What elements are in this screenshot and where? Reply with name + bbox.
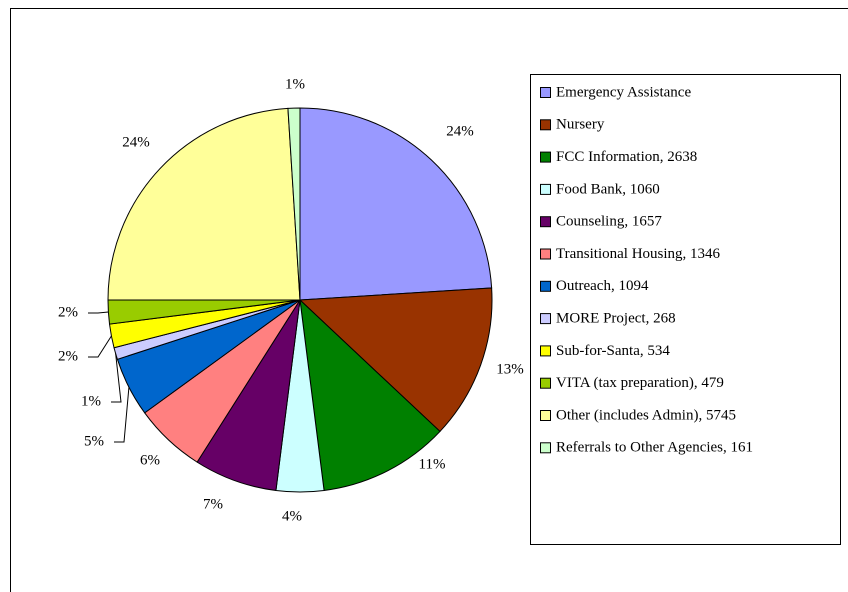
- legend-swatch: [540, 87, 551, 98]
- legend-box: [530, 74, 841, 545]
- legend-label: Other (includes Admin), 5745: [556, 407, 736, 423]
- leader-line: [111, 353, 122, 403]
- legend-swatch: [540, 119, 551, 131]
- data-label: 2%: [58, 348, 78, 364]
- legend-label: MORE Project, 268: [556, 311, 676, 327]
- legend-label: Nursery: [556, 117, 605, 133]
- data-label: 24%: [446, 123, 474, 139]
- legend-label: Referrals to Other Agencies, 161: [556, 440, 753, 456]
- data-label: 11%: [419, 456, 446, 472]
- pie-slice: [299, 298, 441, 492]
- leader-line: [114, 387, 130, 443]
- pie-slice: [107, 107, 301, 301]
- legend-swatch: [540, 442, 551, 454]
- legend-label: Counseling, 1657: [556, 214, 662, 230]
- legend-label: Food Bank, 1060: [556, 181, 660, 197]
- leader-line: [88, 311, 109, 314]
- legend-swatch: [540, 280, 551, 292]
- pie-slice: [287, 107, 301, 301]
- data-label: 7%: [203, 496, 223, 512]
- data-label: 2%: [58, 304, 78, 320]
- data-label: 1%: [285, 76, 305, 92]
- legend-swatch: [540, 345, 551, 357]
- legend-swatch: [540, 377, 551, 389]
- data-label: 1%: [81, 393, 101, 409]
- data-label: 6%: [140, 452, 160, 468]
- legend-label: Outreach, 1094: [556, 278, 649, 294]
- leader-line: [88, 335, 112, 358]
- legend-label: Sub-for-Santa, 534: [556, 343, 670, 359]
- legend-label: FCC Information, 2638: [556, 149, 697, 165]
- data-label: 24%: [122, 134, 150, 150]
- legend-label: Transitional Housing, 1346: [556, 246, 721, 262]
- pie-slice: [298, 287, 493, 433]
- legend-swatch: [540, 410, 551, 421]
- data-label: 13%: [496, 361, 524, 377]
- legend-swatch: [540, 216, 551, 228]
- legend-swatch: [540, 248, 551, 260]
- data-label: 5%: [84, 433, 104, 449]
- legend-label: VITA (tax preparation), 479: [556, 375, 724, 391]
- legend-swatch: [540, 313, 551, 325]
- pie-slice: [299, 107, 493, 301]
- legend-label: Emergency Assistance: [556, 84, 691, 100]
- legend-swatch: [540, 183, 551, 195]
- legend-swatch: [540, 151, 551, 163]
- data-label: 4%: [282, 508, 302, 524]
